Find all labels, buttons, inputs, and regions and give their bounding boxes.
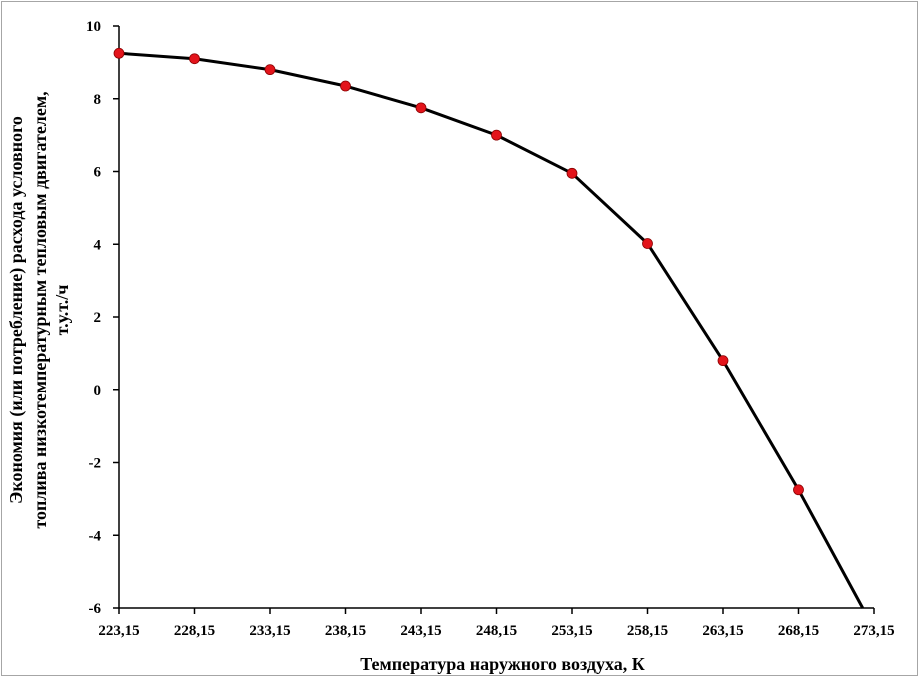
data-point xyxy=(566,167,578,179)
y-axis-title: Экономия (или потребление) расхода услов… xyxy=(6,91,72,528)
y-tick-label: 6 xyxy=(94,165,102,181)
x-tick-label: 238,15 xyxy=(325,623,366,639)
data-point xyxy=(340,80,351,92)
x-tick-label: 243,15 xyxy=(400,623,441,639)
data-point xyxy=(793,484,804,496)
y-tick-label: 8 xyxy=(94,92,102,108)
y-tick-label: 2 xyxy=(94,310,102,326)
y-tick-label: -2 xyxy=(89,456,102,472)
y-axis-title-line: т.у.т./ч xyxy=(52,285,72,336)
axes: 10 8 6 4 2 0 -2 -4 -6 223,15 228,15 233,15 238,15 243… xyxy=(86,19,895,639)
data-point xyxy=(642,238,653,249)
data-point xyxy=(264,64,276,76)
y-tick-label: 0 xyxy=(94,383,102,399)
x-tick-label: 223,15 xyxy=(98,623,139,639)
data-point xyxy=(189,53,200,65)
x-tick-label: 273,15 xyxy=(853,623,894,639)
x-tick-label: 228,15 xyxy=(174,623,215,639)
series-layer xyxy=(113,47,864,609)
x-tick-label: 258,15 xyxy=(627,623,668,639)
data-point xyxy=(717,355,729,367)
series-line xyxy=(118,51,864,609)
x-tick-label: 233,15 xyxy=(249,623,290,639)
x-tick-label: 263,15 xyxy=(702,623,743,639)
data-point xyxy=(113,47,125,59)
data-point xyxy=(491,129,502,141)
x-tick-label: 268,15 xyxy=(778,623,819,639)
y-tick-label: 4 xyxy=(94,237,102,253)
data-point xyxy=(415,102,427,114)
x-tick-label: 253,15 xyxy=(551,623,592,639)
y-tick-label: 10 xyxy=(86,19,101,35)
y-axis-title-line: топлива низкотемпературным тепловым двиг… xyxy=(30,91,50,528)
y-axis-title-line: Экономия (или потребление) расхода услов… xyxy=(6,116,27,504)
y-tick-label: -6 xyxy=(89,601,102,617)
y-tick-label: -4 xyxy=(89,528,102,544)
x-tick-label: 248,15 xyxy=(476,623,517,639)
x-axis-title: Температура наружного воздуха, К xyxy=(360,654,645,674)
